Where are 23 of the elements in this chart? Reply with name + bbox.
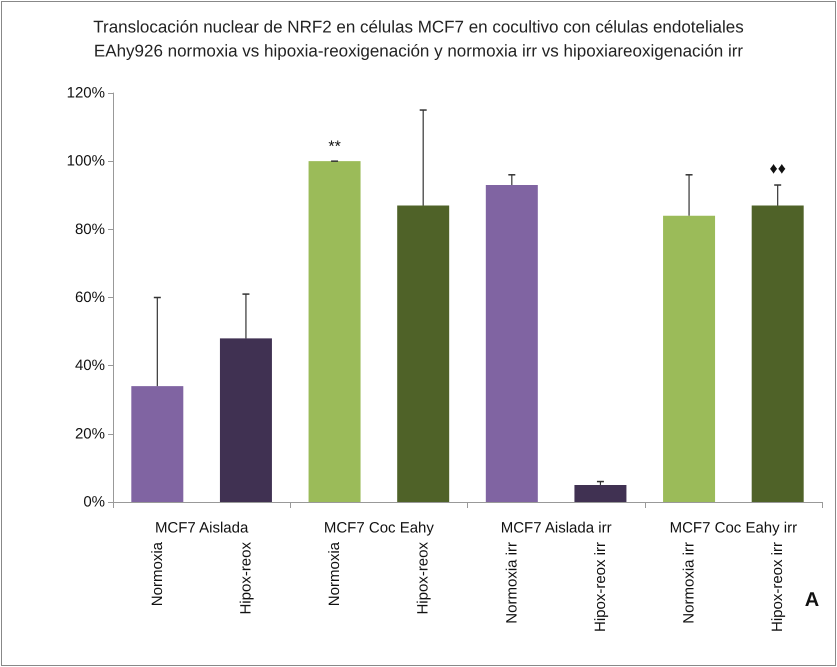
y-tick-label: 80% [74, 220, 105, 238]
x-tick-label: Normoxia [326, 541, 344, 606]
x-tick-label: Hipox-reox irr [592, 542, 609, 632]
text: MCF7 Aislada [154, 520, 249, 536]
text: MCF7 Coc Eahy irr [670, 520, 798, 536]
x-tick-label: Normoxia irr [503, 542, 520, 624]
annotation: ♦♦ [770, 160, 786, 178]
text: A [804, 589, 820, 611]
x-tick-label: Hipox-reox irr [769, 542, 786, 632]
text: MCF7 Aislada irr [500, 520, 612, 536]
y-tick-label: 100% [66, 152, 105, 170]
annotation: ** [328, 138, 341, 156]
chart-title: Translocación nuclear de NRF2 en células MCF7 en cocultivo con células endoteliales EAhy926 normoxia vs hipoxia-reoxigenación y normoxia irr vs hipoxiareoxigenación irr [93, 18, 744, 60]
x-tick-label: Hipox-reox [237, 542, 254, 615]
y-tick-label: 120% [66, 84, 105, 102]
x-tick-label: Normoxia [148, 541, 166, 606]
y-tick-label: 40% [74, 357, 105, 374]
x-tick-label: Normoxia irr [680, 542, 698, 624]
y-tick-label: 20% [74, 425, 105, 442]
y-tick-label: 60% [74, 289, 105, 306]
x-tick-label: Hipox-reox [414, 542, 432, 615]
y-tick-label: 0% [83, 494, 105, 510]
text: MCF7 Coc Eahy [324, 520, 434, 536]
